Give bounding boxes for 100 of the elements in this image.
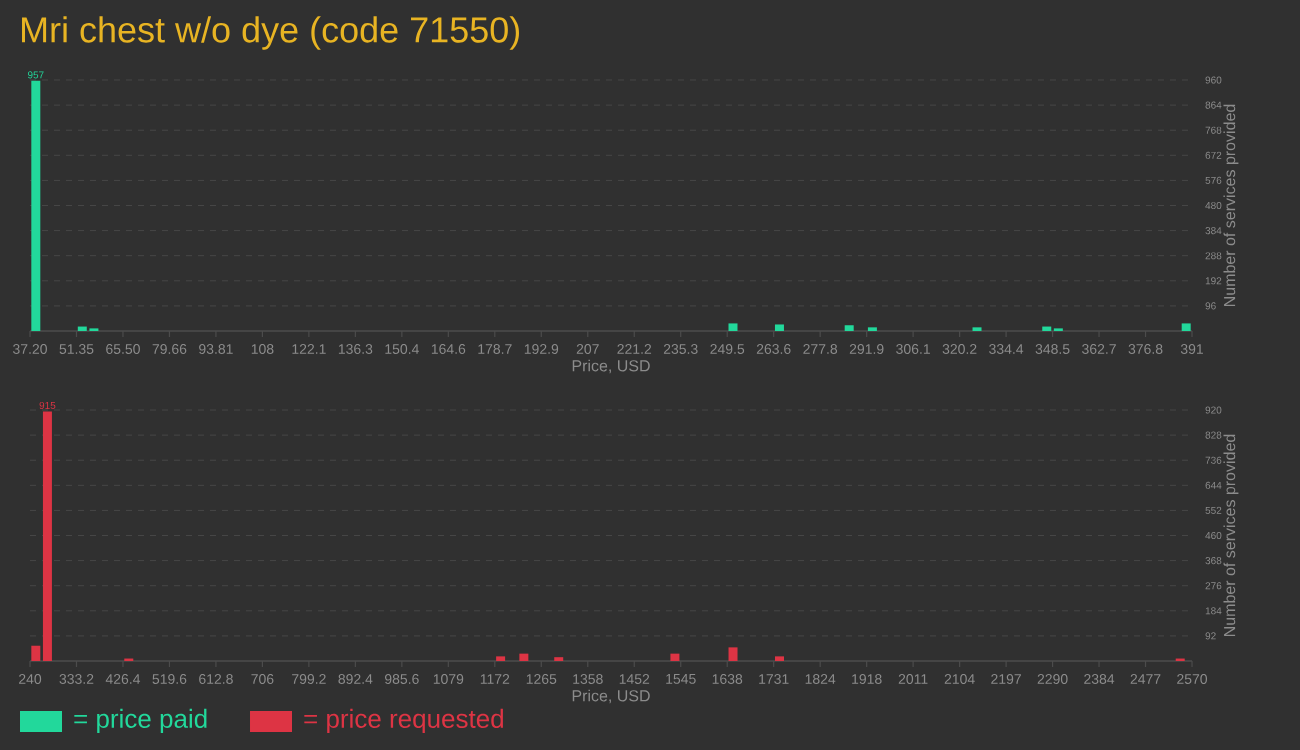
x-tick-label: 65.50 <box>106 344 140 354</box>
x-tick-label: 1172 <box>480 674 510 684</box>
x-tick-label: 391 <box>1180 344 1203 354</box>
bar <box>1053 328 1063 331</box>
x-tick-label: 192.9 <box>524 344 559 354</box>
x-tick-label: 136.3 <box>338 344 373 354</box>
x-axis-title: Price, USD <box>572 359 650 374</box>
y-tick-label: 192 <box>1205 277 1222 285</box>
data-label: 915 <box>39 401 56 409</box>
x-tick-label: 79.66 <box>152 344 187 354</box>
legend-label: = price requested <box>304 708 503 734</box>
x-tick-label: 277.8 <box>803 344 838 354</box>
x-tick-label: 1824 <box>805 674 836 684</box>
y-tick-label: 384 <box>1205 227 1222 235</box>
x-tick-label: 320.2 <box>942 344 977 354</box>
x-tick-label: 37.20 <box>13 344 47 354</box>
x-tick-label: 263.6 <box>756 344 791 354</box>
x-tick-label: 1638 <box>712 674 743 684</box>
x-tick-label: 519.6 <box>152 674 187 684</box>
y-tick-label: 864 <box>1205 101 1222 109</box>
x-tick-label: 221.2 <box>617 344 652 354</box>
x-tick-label: 2197 <box>991 674 1021 684</box>
y-axis-title: Number of services provided <box>1223 104 1239 307</box>
bar <box>1042 326 1052 331</box>
x-tick-label: 2570 <box>1177 674 1208 684</box>
y-tick-label: 576 <box>1205 176 1222 184</box>
x-tick-label: 376.8 <box>1128 344 1163 354</box>
legend-label: = price paid <box>74 708 207 734</box>
x-tick-label: 150.4 <box>385 344 419 354</box>
x-tick-label: 1265 <box>526 674 557 684</box>
y-tick-label: 552 <box>1205 506 1222 514</box>
chart-title: Mri chest w/o dye (code 71550) <box>22 16 519 50</box>
x-tick-label: 426.4 <box>105 674 141 684</box>
y-tick-label: 96 <box>1205 302 1216 310</box>
bar <box>519 653 529 661</box>
x-tick-label: 348.5 <box>1035 344 1070 354</box>
x-tick-label: 706 <box>251 674 274 684</box>
y-tick-label: 768 <box>1205 126 1222 134</box>
x-tick-label: 240 <box>19 674 42 684</box>
bar <box>844 325 854 331</box>
x-tick-label: 1079 <box>433 674 464 684</box>
y-tick-label: 276 <box>1205 582 1222 590</box>
x-tick-label: 1918 <box>852 674 882 684</box>
y-tick-label: 736 <box>1205 456 1222 464</box>
x-tick-label: 93.81 <box>199 344 233 354</box>
bar <box>89 328 99 331</box>
x-tick-label: 235.3 <box>663 344 698 354</box>
x-tick-label: 291.9 <box>849 344 884 354</box>
x-tick-label: 1358 <box>573 674 603 684</box>
x-tick-label: 51.35 <box>59 344 94 354</box>
x-tick-label: 612.8 <box>199 674 233 684</box>
y-tick-label: 288 <box>1205 252 1222 260</box>
x-tick-label: 1731 <box>759 674 789 684</box>
y-tick-label: 184 <box>1205 607 1222 615</box>
bar <box>728 323 738 331</box>
x-tick-label: 178.7 <box>478 344 512 354</box>
x-axis-title: Price, USD <box>572 689 650 704</box>
bar <box>77 326 87 331</box>
y-tick-label: 480 <box>1205 201 1222 210</box>
bar <box>867 327 877 331</box>
bar <box>31 80 41 331</box>
x-tick-label: 2384 <box>1084 674 1115 684</box>
y-tick-label: 92 <box>1205 632 1216 640</box>
y-tick-label: 920 <box>1205 406 1222 414</box>
x-tick-label: 333.2 <box>59 674 94 684</box>
x-tick-label: 2290 <box>1037 674 1068 684</box>
y-tick-label: 828 <box>1205 431 1222 439</box>
x-tick-label: 2104 <box>944 674 975 684</box>
bar <box>972 327 982 331</box>
y-tick-label: 672 <box>1205 151 1222 159</box>
y-tick-label: 960 <box>1205 76 1222 84</box>
x-tick-label: 164.6 <box>431 344 466 354</box>
bar <box>775 656 784 661</box>
bar <box>1181 323 1191 331</box>
y-axis-title: Number of services provided <box>1223 434 1239 637</box>
bar <box>42 411 52 661</box>
x-tick-label: 892.4 <box>338 674 373 684</box>
bar <box>670 653 680 661</box>
bar <box>31 645 41 661</box>
y-tick-label: 368 <box>1205 557 1222 565</box>
x-tick-label: 207 <box>576 344 599 354</box>
y-tick-label: 644 <box>1205 481 1222 489</box>
x-tick-label: 362.7 <box>1082 344 1116 354</box>
y-tick-label: 460 <box>1205 531 1222 540</box>
x-tick-label: 985.6 <box>384 674 419 684</box>
x-tick-label: 334.4 <box>989 344 1024 354</box>
bar <box>554 657 564 661</box>
data-label: 957 <box>27 71 44 79</box>
x-tick-label: 122.1 <box>292 344 326 354</box>
x-tick-label: 108 <box>251 344 274 354</box>
x-tick-label: 1545 <box>666 674 696 684</box>
x-tick-label: 2011 <box>898 674 928 684</box>
x-tick-label: 306.1 <box>896 344 930 354</box>
bar <box>728 647 738 661</box>
x-tick-label: 249.5 <box>710 344 745 354</box>
x-tick-label: 799.2 <box>292 674 326 684</box>
bar <box>774 324 784 331</box>
x-tick-label: 1452 <box>619 674 650 684</box>
x-tick-label: 2477 <box>1130 674 1161 684</box>
bar <box>496 656 506 661</box>
